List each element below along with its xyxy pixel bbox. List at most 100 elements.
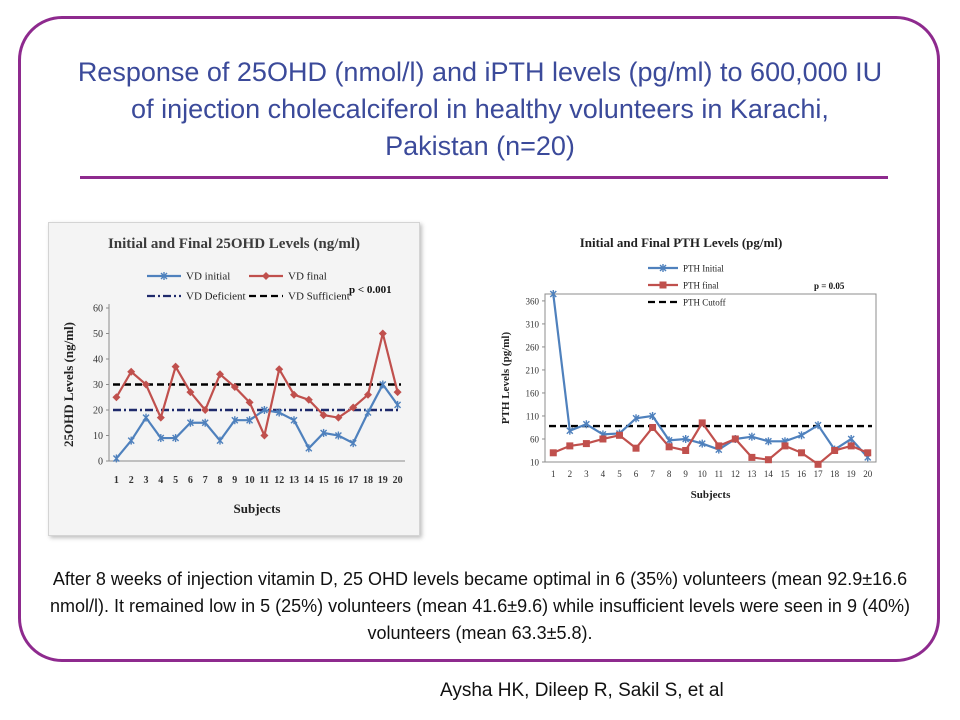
- chart1-point-pth-final: [731, 435, 739, 443]
- chart0-point-vd-final: [245, 398, 254, 407]
- chart0-point-vd-initial: [334, 431, 342, 440]
- chart1-legend-label-pth-cutoff: PTH Cutoff: [683, 298, 726, 308]
- chart0-legend-label-vd-deficient: VD Deficient: [186, 291, 246, 303]
- chart1-x-tick-label: 12: [731, 469, 740, 479]
- chart0-y-tick-label: 20: [93, 406, 103, 417]
- chart1-title: Initial and Final PTH Levels (pg/ml): [580, 235, 783, 250]
- chart0-y-tick-label: 40: [93, 355, 103, 366]
- chart0-y-tick-label: 0: [98, 457, 103, 468]
- chart1-point-pth-final: [847, 442, 855, 450]
- chart0-x-label: Subjects: [234, 501, 281, 516]
- chart1-x-tick-label: 3: [584, 469, 589, 479]
- summary-text: After 8 weeks of injection vitamin D, 25…: [50, 569, 910, 643]
- pth-chart: Initial and Final PTH Levels (pg/ml) 10 60…: [500, 235, 877, 501]
- chart1-point-pth-initial: [698, 439, 706, 448]
- chart0-title: Initial and Final 25OHD Levels (ng/ml): [108, 236, 360, 252]
- chart0-x-tick-label: 20: [393, 475, 403, 486]
- title-line-3: Pakistan (n=20): [385, 131, 575, 161]
- chart0-series-line-vd-initial: [115, 382, 399, 460]
- chart1-point-pth-initial: [665, 436, 673, 445]
- chart0-x-tick-label: 4: [158, 475, 163, 486]
- chart0-point-vd-initial: [275, 408, 283, 417]
- chart1-point-pth-final: [831, 446, 839, 454]
- chart1-point-pth-final: [715, 442, 723, 450]
- chart1-x-tick-label: 1: [551, 469, 556, 479]
- slide-frame: [18, 16, 940, 662]
- chart1-point-pth-final: [566, 442, 574, 450]
- chart1-x-tick-label: 15: [780, 469, 790, 479]
- chart0-y-tick-label: 60: [93, 304, 103, 315]
- chart0-point-vd-final: [290, 390, 298, 399]
- chart1-point-pth-initial: [764, 437, 772, 446]
- chart1-x-tick-label: 17: [814, 469, 824, 479]
- chart1-y-tick-label: 60: [530, 434, 540, 444]
- chart1-x-tick-label: 10: [698, 469, 708, 479]
- chart0-y-tick-label: 10: [93, 431, 103, 442]
- chart1-point-pth-final: [814, 460, 822, 468]
- chart1-x-tick-label: 14: [764, 469, 774, 479]
- chart0-x-tick-label: 8: [218, 475, 223, 486]
- chart0-point-vd-initial: [216, 436, 224, 445]
- chart1-point-pth-final: [632, 444, 640, 452]
- vd-chart-panel: Initial and Final 25OHD Levels (ng/ml) 0 1…: [48, 222, 420, 536]
- chart0-point-vd-final: [349, 403, 358, 412]
- chart0-point-vd-final: [393, 388, 402, 397]
- chart0-point-vd-final: [127, 367, 136, 376]
- chart1-point-pth-initial: [632, 414, 640, 423]
- chart0-x-tick-label: 9: [232, 475, 237, 486]
- chart1-legend-label-pth-initial: PTH Initial: [683, 264, 724, 274]
- chart0-point-vd-initial: [142, 413, 150, 422]
- chart0-point-vd-final: [275, 365, 284, 374]
- chart1-x-tick-label: 18: [830, 469, 840, 479]
- chart0-legend-label-vd-final: VD final: [288, 271, 327, 283]
- chart1-point-pth-final: [798, 449, 806, 457]
- chart0-y-tick-label: 30: [93, 380, 103, 391]
- chart0-point-vd-final: [216, 370, 224, 379]
- chart1-point-pth-final: [682, 446, 690, 454]
- chart1-point-pth-final: [549, 449, 557, 457]
- slide-title: Response of 25OHD (nmol/l) and iPTH leve…: [60, 54, 900, 165]
- chart0-legend-marker-vd-initial: [160, 272, 168, 280]
- chart0-point-vd-initial: [186, 418, 194, 427]
- chart0-point-vd-initial: [231, 416, 239, 425]
- chart1-point-pth-initial: [566, 426, 574, 435]
- chart1-point-pth-final: [864, 449, 872, 457]
- chart0-y-tick-label: 50: [93, 329, 103, 340]
- chart0-point-vd-final: [142, 380, 150, 389]
- chart1-y-tick-label: 210: [526, 365, 540, 375]
- chart0-point-vd-initial: [157, 434, 165, 443]
- chart1-x-tick-label: 4: [601, 469, 606, 479]
- chart1-x-tick-label: 8: [667, 469, 672, 479]
- vd-chart: Initial and Final 25OHD Levels (ng/ml) 0 1…: [61, 236, 405, 516]
- chart0-point-vd-initial: [349, 439, 357, 448]
- chart0-x-tick-label: 13: [289, 475, 299, 486]
- chart0-x-tick-label: 19: [378, 475, 388, 486]
- chart1-x-tick-label: 16: [797, 469, 807, 479]
- chart0-y-label: 25OHD Levels (ng/ml): [61, 322, 76, 447]
- chart1-annotation: p = 0.05: [814, 281, 845, 291]
- chart1-x-tick-label: 13: [747, 469, 757, 479]
- chart1-y-tick-label: 110: [526, 411, 540, 421]
- chart1-point-pth-final: [781, 442, 789, 450]
- chart0-point-vd-initial: [127, 436, 135, 445]
- chart0-point-vd-initial: [394, 400, 402, 409]
- chart0-point-vd-initial: [201, 418, 209, 427]
- chart1-point-pth-final: [599, 435, 607, 443]
- chart0-x-tick-label: 3: [144, 475, 149, 486]
- chart0-point-vd-initial: [364, 408, 372, 417]
- chart1-point-pth-initial: [649, 411, 657, 420]
- chart0-point-vd-initial: [246, 416, 254, 425]
- chart1-plot-frame: [544, 293, 877, 463]
- chart1-point-pth-initial: [814, 421, 822, 430]
- chart0-point-vd-final: [230, 383, 239, 392]
- chart0-legend-label-vd-initial: VD initial: [186, 271, 230, 283]
- chart0-x-tick-label: 12: [274, 475, 284, 486]
- chart0-point-vd-initial: [379, 380, 387, 389]
- chart1-series-line-pth-initial: [552, 293, 869, 459]
- chart0-point-vd-initial: [172, 434, 180, 443]
- chart1-y-label: PTH Levels (pg/ml): [500, 332, 512, 425]
- chart0-point-vd-final: [304, 395, 313, 404]
- chart1-y-tick-label: 360: [526, 296, 540, 306]
- chart0-series-line-vd-final: [115, 333, 399, 439]
- chart0-point-vd-final: [156, 413, 165, 422]
